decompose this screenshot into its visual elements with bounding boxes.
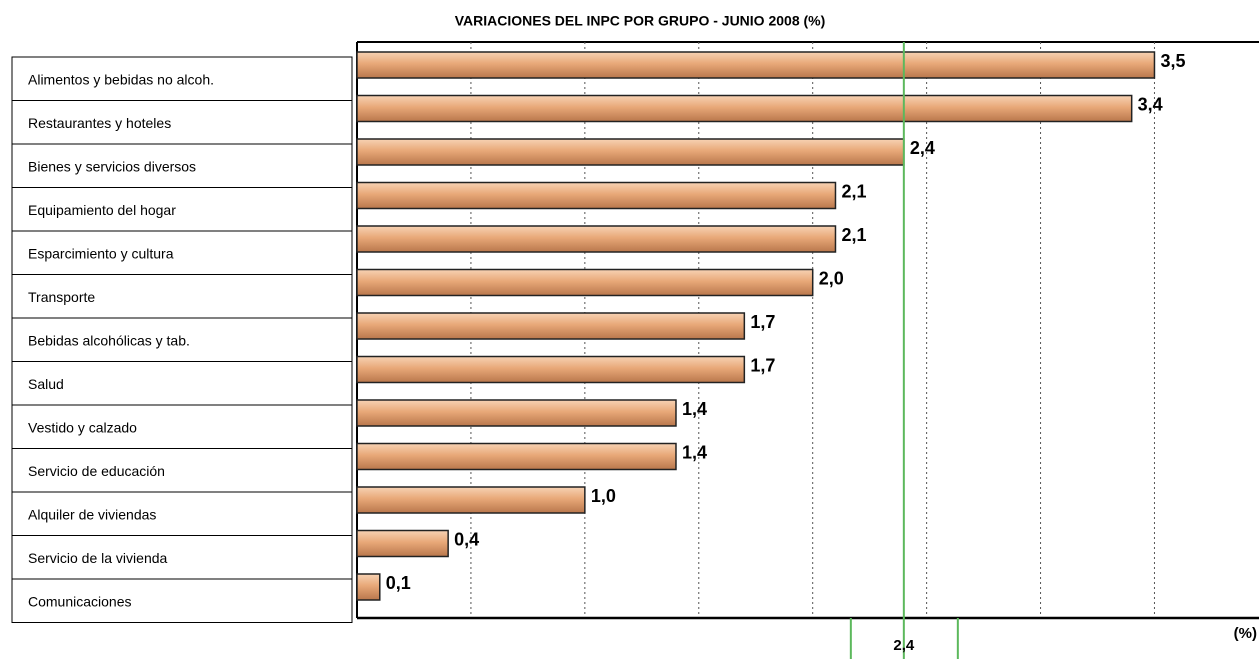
category-label: Servicio de la vivienda — [28, 550, 168, 566]
category-box — [11, 274, 353, 319]
category-box — [11, 143, 353, 188]
category-box — [11, 187, 353, 232]
category-box — [11, 317, 353, 362]
category-box — [11, 404, 353, 449]
bar — [356, 529, 449, 558]
category-box — [11, 578, 353, 623]
category-box — [11, 491, 353, 536]
bar — [356, 312, 746, 340]
value-label: 2,1 — [841, 225, 866, 245]
bar — [356, 94, 1133, 123]
bar — [356, 486, 586, 514]
value-label: 2,4 — [910, 138, 935, 158]
category-label: Bienes y servicios diversos — [28, 158, 196, 174]
value-label: 1,4 — [682, 399, 707, 419]
reference-label: 2,4 — [893, 637, 915, 654]
category-box — [11, 361, 353, 406]
bar — [356, 138, 905, 166]
value-label: 2,0 — [819, 268, 844, 288]
category-label: Esparcimiento y cultura — [28, 245, 174, 261]
value-label: 1,7 — [750, 312, 775, 332]
category-box — [11, 100, 353, 145]
category-box — [11, 448, 353, 493]
category-label: Servicio de educación — [28, 463, 165, 479]
value-label: 0,4 — [454, 529, 479, 549]
bar — [356, 268, 814, 297]
value-label: 2,1 — [841, 181, 866, 201]
category-box — [11, 230, 353, 275]
bar — [356, 51, 1156, 79]
category-label: Alimentos y bebidas no alcoh. — [28, 71, 214, 87]
category-label: Equipamiento del hogar — [28, 202, 176, 218]
category-label: Transporte — [28, 289, 95, 305]
x-axis-label: (%) — [1234, 625, 1257, 642]
value-label: 1,4 — [682, 442, 707, 462]
bar — [356, 225, 837, 253]
bar — [356, 355, 746, 384]
value-label: 0,1 — [386, 573, 411, 593]
value-label: 3,4 — [1138, 94, 1163, 114]
category-label: Vestido y calzado — [28, 419, 137, 435]
bar — [356, 181, 837, 210]
category-label: Alquiler de viviendas — [28, 506, 156, 522]
category-label: Salud — [28, 376, 64, 392]
category-box — [11, 56, 353, 101]
category-label: Bebidas alcohólicas y tab. — [28, 332, 190, 348]
chart-title: VARIACIONES DEL INPC POR GRUPO - JUNIO 2… — [455, 13, 826, 29]
bar — [356, 399, 677, 427]
value-label: 1,7 — [750, 355, 775, 375]
bar — [356, 442, 677, 471]
category-box — [11, 535, 353, 580]
value-label: 1,0 — [591, 486, 616, 506]
value-label: 3,5 — [1160, 51, 1185, 71]
category-label: Comunicaciones — [28, 593, 132, 609]
category-label: Restaurantes y hoteles — [28, 115, 171, 131]
bar — [356, 573, 381, 601]
